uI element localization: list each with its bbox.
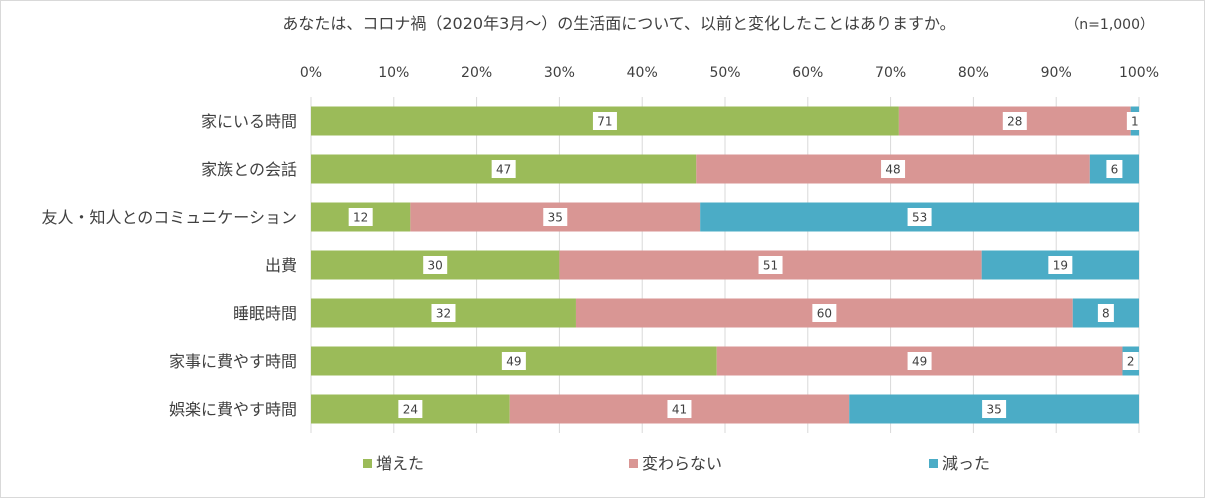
data-label-box <box>1106 160 1123 178</box>
data-label-box <box>543 208 568 226</box>
x-tick-label: 40% <box>627 65 658 81</box>
chart-title: あなたは、コロナ禍（2020年3月～）の生活面について、以前と変化したことはあり… <box>282 14 955 33</box>
category-label: 家族との会話 <box>201 160 297 179</box>
category-label: 出費 <box>265 256 297 275</box>
legend: 増えた 変わらない 減った <box>363 454 990 473</box>
data-label-box <box>1002 112 1027 130</box>
x-tick-label: 70% <box>875 65 906 81</box>
category-label: 友人・知人とのコミュニケーション <box>41 208 297 227</box>
data-label-box <box>1097 304 1114 322</box>
x-tick-label: 20% <box>461 65 492 81</box>
data-label: 48 <box>885 163 900 177</box>
data-label: 51 <box>763 259 778 273</box>
x-tick-label: 90% <box>1041 65 1072 81</box>
data-label-box <box>667 400 692 418</box>
x-tick-label: 80% <box>958 65 989 81</box>
data-label: 49 <box>912 355 927 369</box>
data-label: 47 <box>496 163 511 177</box>
data-label-box <box>592 112 617 130</box>
data-label-box <box>907 208 932 226</box>
x-tick-label: 10% <box>378 65 409 81</box>
sample-size-note: （n=1,000） <box>1065 17 1154 33</box>
data-label-box <box>758 256 783 274</box>
data-label-box <box>398 400 423 418</box>
data-label: 19 <box>1053 259 1068 273</box>
data-label: 60 <box>817 307 832 321</box>
data-label: 12 <box>353 211 368 225</box>
legend-label: 変わらない <box>642 454 722 473</box>
data-label-box <box>1048 256 1073 274</box>
x-tick-label: 60% <box>792 65 823 81</box>
x-tick-label: 50% <box>709 65 740 81</box>
data-label-box <box>431 304 456 322</box>
data-label: 41 <box>672 403 687 417</box>
category-label: 家事に費やす時間 <box>169 352 297 371</box>
data-label-box <box>501 352 526 370</box>
data-label: 49 <box>506 355 521 369</box>
x-tick-label: 30% <box>544 65 575 81</box>
category-labels: 家にいる時間家族との会話友人・知人とのコミュニケーション出費睡眠時間家事に費やす… <box>41 112 297 419</box>
data-label-box <box>423 256 448 274</box>
data-label: 35 <box>548 211 563 225</box>
category-label: 家にいる時間 <box>201 112 297 131</box>
legend-label: 増えた <box>376 454 424 473</box>
data-label: 53 <box>912 211 927 225</box>
data-label-box <box>1126 112 1143 130</box>
data-labels: 71 28 1 47 48 6 12 35 53 30 51 19 32 60 8 49 49 2 24 41 35 <box>348 112 1143 418</box>
x-tick-label: 0% <box>300 65 322 81</box>
data-label-box <box>491 160 516 178</box>
legend-swatch <box>929 459 938 468</box>
legend-label: 減った <box>942 454 990 473</box>
x-tick-label: 100% <box>1119 65 1159 81</box>
category-label: 睡眠時間 <box>233 304 297 323</box>
data-label: 71 <box>597 115 612 129</box>
data-label: 28 <box>1007 115 1022 129</box>
data-label: 6 <box>1111 163 1119 177</box>
data-label: 35 <box>986 403 1001 417</box>
data-label-box <box>881 160 906 178</box>
data-label: 30 <box>428 259 443 273</box>
data-label-box <box>348 208 373 226</box>
x-axis-tick-labels: 0% 10% 20% 30% 40% 50% 60% 70% 80% 90% 100% <box>300 65 1159 81</box>
data-label-box <box>812 304 837 322</box>
data-label-box <box>907 352 932 370</box>
data-label: 24 <box>403 403 418 417</box>
data-label-box <box>982 400 1007 418</box>
data-label: 2 <box>1127 355 1135 369</box>
data-label: 32 <box>436 307 451 321</box>
data-label: 8 <box>1102 307 1110 321</box>
category-label: 娯楽に費やす時間 <box>169 400 297 419</box>
legend-swatch <box>363 459 372 468</box>
legend-swatch <box>629 459 638 468</box>
data-label-box <box>1122 352 1139 370</box>
data-label: 1 <box>1131 115 1139 129</box>
